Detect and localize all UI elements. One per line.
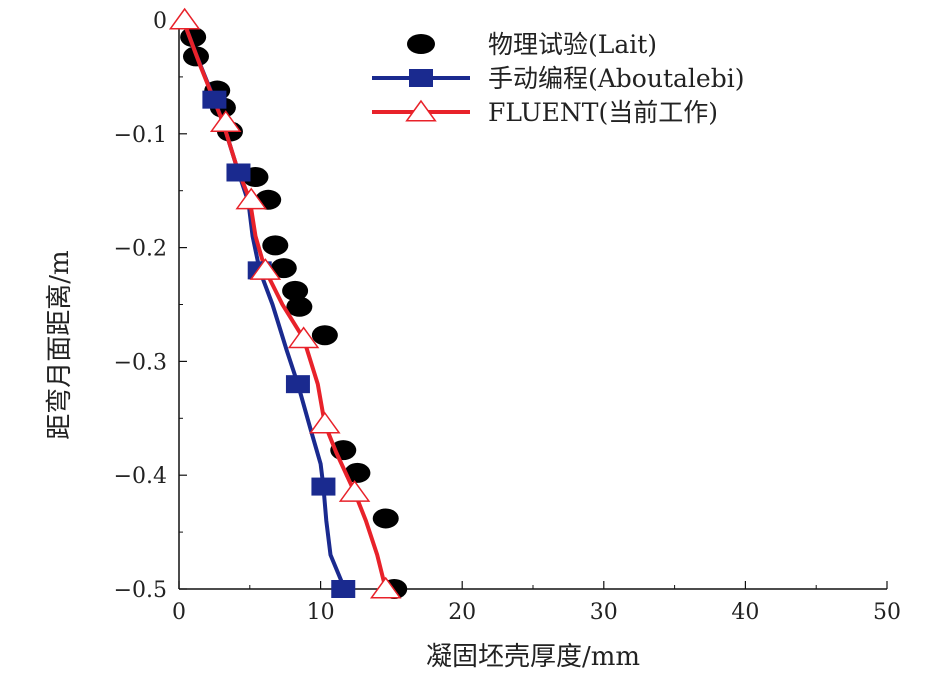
physical-experiment-point: [372, 508, 399, 529]
legend-label-manual: 手动编程(Aboutalebi): [488, 64, 744, 93]
y-axis-title: 距弯月面距离/m: [45, 250, 75, 439]
fluent-marker: [309, 411, 341, 434]
legend-marker-physical: [407, 34, 435, 54]
physical-experiment-point: [262, 235, 289, 256]
physical-experiment-point: [282, 280, 309, 301]
x-axis-title: 凝固坯壳厚度/mm: [426, 642, 640, 672]
manual-programming-marker: [311, 477, 336, 496]
y-tick-label: −0.3: [114, 350, 167, 375]
legend-marker-manual: [409, 69, 433, 87]
y-tick-label: −0.1: [114, 123, 167, 148]
fluent-marker: [249, 258, 282, 280]
x-tick-label: 20: [448, 600, 476, 625]
tick-labels: 0 10 20 30 40 50 0 −0.1 −0.2 −0.3 −0.4 −0.5: [114, 9, 901, 625]
y-tick-label: −0.4: [114, 464, 167, 489]
legend-label-physical: 物理试验(Lait): [488, 30, 657, 59]
y-tick-label: −0.2: [114, 237, 167, 262]
physical-experiment-point: [344, 462, 371, 483]
fluent-marker: [287, 326, 320, 349]
physical-experiment-point: [311, 325, 338, 346]
series-layer: [168, 7, 408, 599]
y-tick-label: 0: [153, 9, 167, 34]
x-tick-label: 10: [307, 600, 335, 625]
manual-programming-marker: [226, 163, 251, 182]
x-tick-label: 0: [172, 600, 186, 625]
manual-programming-marker: [285, 375, 310, 394]
fluent-marker: [369, 576, 402, 599]
fluent-marker: [235, 187, 267, 210]
x-tick-label: 30: [590, 600, 618, 625]
y-tick-label: −0.5: [114, 578, 167, 603]
x-tick-label: 40: [731, 600, 759, 625]
x-tick-label: 50: [873, 600, 901, 625]
fluent-marker: [209, 110, 242, 132]
legend: 物理试验(Lait) 手动编程(Aboutalebi) FLUENT(当前工作): [372, 30, 744, 127]
legend-label-fluent: FLUENT(当前工作): [488, 98, 718, 127]
manual-programming-marker: [331, 580, 356, 598]
fluent-line: [181, 19, 388, 590]
physical-experiment-point: [270, 258, 297, 279]
fluent-marker: [168, 7, 201, 30]
legend-marker-fluent: [405, 99, 437, 122]
fluent-marker: [338, 479, 371, 502]
physical-experiment-point: [286, 296, 313, 317]
manual-programming-marker: [202, 90, 227, 109]
